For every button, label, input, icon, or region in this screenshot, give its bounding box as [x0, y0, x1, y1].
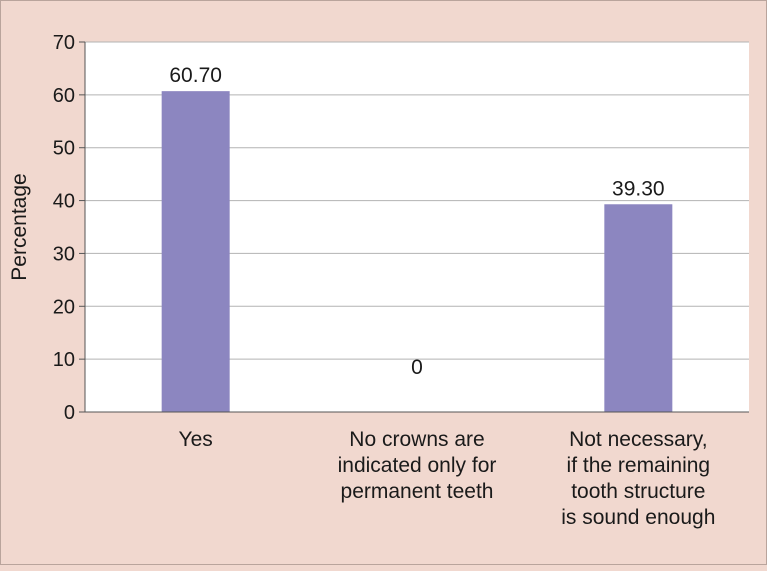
- y-tick-label: 40: [53, 191, 75, 213]
- y-tick-label: 60: [53, 85, 75, 107]
- x-category-label-line: if the remaining: [567, 454, 711, 477]
- x-category-label: Yes: [179, 428, 213, 451]
- y-tick-label: 10: [53, 349, 75, 371]
- bar-value-label: 39.30: [612, 177, 665, 200]
- bars: [161, 91, 673, 413]
- x-category-label-line: No crowns are: [349, 428, 484, 451]
- x-category-label: No crowns are indicated only for permanent…: [338, 428, 497, 503]
- y-tick-label: 0: [64, 402, 75, 424]
- value-labels: 60.70 0 39.30: [169, 64, 664, 379]
- y-axis-ticks: 0 10 20 30 40 50 60 70: [53, 32, 85, 424]
- x-axis-labels: Yes No crowns are indicated only for perman…: [179, 428, 716, 529]
- bar: [161, 91, 230, 413]
- x-category-label-line: indicated only for: [338, 454, 497, 477]
- bar-value-label: 60.70: [169, 64, 222, 87]
- bar: [604, 204, 673, 412]
- y-tick-label: 70: [53, 32, 75, 54]
- x-category-label-line: tooth structure: [571, 480, 705, 503]
- y-axis-label: Percentage: [8, 173, 31, 280]
- x-category-label-line: Yes: [179, 428, 213, 451]
- x-category-label-line: Not necessary,: [569, 428, 708, 451]
- bar-value-label: 0: [411, 356, 423, 379]
- y-tick-label: 50: [53, 138, 75, 160]
- x-category-label-line: permanent teeth: [341, 480, 494, 503]
- y-tick-label: 20: [53, 296, 75, 318]
- x-category-label: Not necessary, if the remaining tooth stru…: [561, 428, 715, 529]
- y-tick-label: 30: [53, 243, 75, 265]
- x-category-label-line: is sound enough: [561, 506, 715, 529]
